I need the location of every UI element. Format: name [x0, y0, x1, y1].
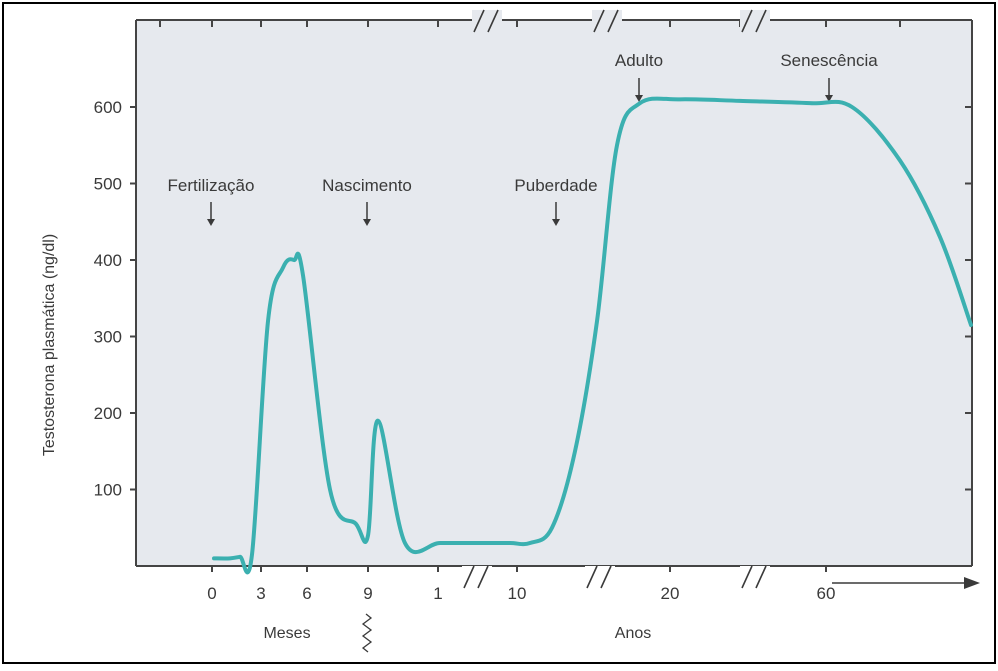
plot-background: [136, 20, 972, 566]
x-group-meses: Meses: [263, 625, 310, 642]
y-tick-label: 600: [94, 98, 122, 117]
annotation-arrow-head: [825, 95, 833, 102]
annotation-label: Fertilização: [168, 176, 255, 195]
axes: [135, 9, 980, 590]
annotations: Fertilização Nascimento Puberdade Adulto Sen…: [168, 51, 878, 226]
break-gap: [585, 566, 615, 590]
annotation-arrow-head: [552, 219, 560, 226]
break-slash: [463, 565, 475, 589]
x-tick-label: 0: [207, 584, 216, 603]
birth-zigzag-mark: [361, 613, 373, 653]
x-tick-label: 9: [363, 584, 372, 603]
annotation-label: Adulto: [615, 51, 663, 70]
y-ticks: 100 200 300 400 500 600: [94, 98, 136, 500]
break-slash: [586, 565, 598, 589]
break-slash: [741, 565, 753, 589]
break-slash: [741, 9, 753, 33]
annotation-arrow-head: [635, 95, 643, 102]
annotation-arrow-head: [207, 219, 215, 226]
x-tick-label: 1: [433, 584, 442, 603]
break-slash: [755, 565, 767, 589]
break-gap: [472, 10, 502, 34]
break-slash: [487, 9, 499, 33]
break-gap: [462, 566, 492, 590]
time-arrow-head: [964, 577, 980, 589]
annotation-label: Puberdade: [514, 176, 597, 195]
y-tick-label: 400: [94, 251, 122, 270]
break-gap: [740, 566, 770, 590]
break-slash: [593, 9, 605, 33]
series-layer: [212, 96, 973, 575]
x-tick-label: 20: [661, 584, 680, 603]
annotation-arrow-head: [363, 219, 371, 226]
break-gap: [740, 10, 770, 34]
y-axis-label: Testosterona plasmática (ng/dl): [41, 234, 58, 456]
x-tick-label: 6: [302, 584, 311, 603]
break-slash: [607, 9, 619, 33]
x-group-anos: Anos: [615, 625, 651, 642]
y-tick-label: 200: [94, 404, 122, 423]
right-ticks: [965, 106, 972, 491]
break-slash: [477, 565, 489, 589]
annotation-label: Nascimento: [322, 176, 412, 195]
break-slash: [600, 565, 612, 589]
y-tick-label: 100: [94, 481, 122, 500]
annotation-label: Senescência: [780, 51, 878, 70]
break-slash: [473, 9, 485, 33]
break-slash: [755, 9, 767, 33]
axis-breaks: [462, 9, 770, 590]
x-ticks: 0 3 6 9 1 10 20 60: [207, 566, 835, 603]
y-tick-label: 300: [94, 328, 122, 347]
x-tick-label: 3: [256, 584, 265, 603]
break-gap: [592, 10, 622, 34]
x-tick-label: 10: [508, 584, 527, 603]
testosterone-line: [212, 96, 973, 575]
x-tick-label: 60: [817, 584, 836, 603]
y-tick-label: 500: [94, 175, 122, 194]
